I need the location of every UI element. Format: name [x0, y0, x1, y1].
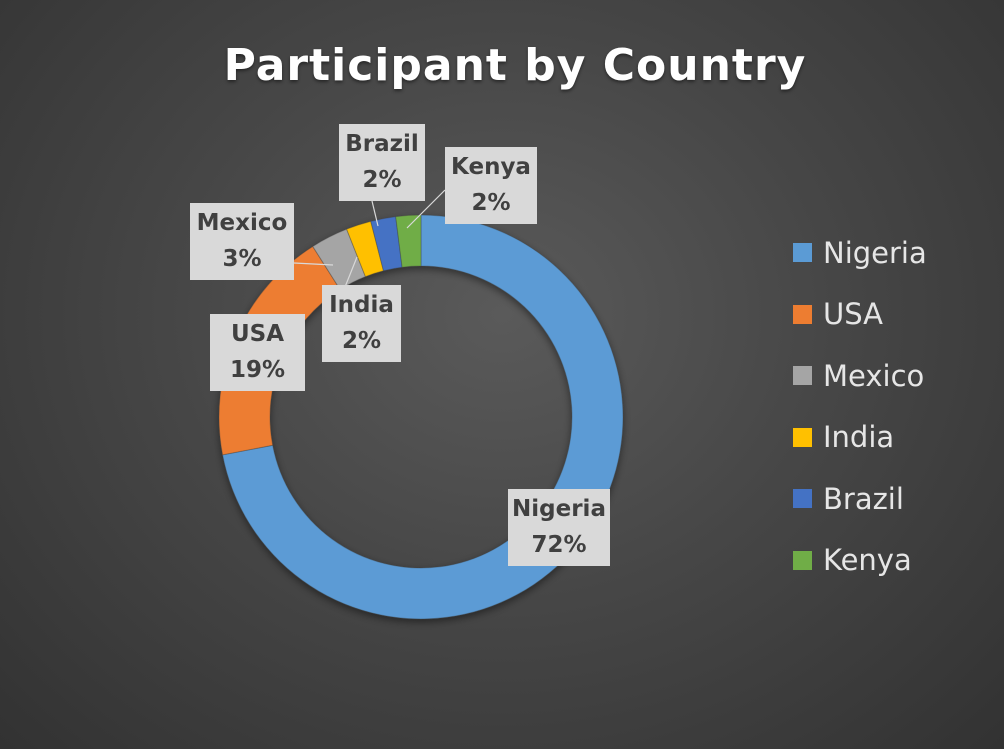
legend-swatch	[793, 243, 812, 263]
legend-item-usa[interactable]: USA	[793, 284, 927, 346]
legend-swatch	[793, 427, 812, 447]
leader-line-india	[344, 256, 358, 288]
data-label-india: India 2%	[322, 285, 401, 362]
legend-label: India	[823, 420, 895, 455]
data-label-percent: 3%	[222, 246, 262, 272]
data-label-percent: 2%	[471, 190, 511, 216]
data-label-mexico: Mexico 3%	[190, 203, 294, 280]
legend-item-nigeria[interactable]: Nigeria	[793, 222, 927, 284]
legend-label: Nigeria	[823, 235, 927, 270]
data-label-usa: USA 19%	[210, 314, 305, 391]
data-label-category: USA	[230, 321, 285, 347]
legend-label: USA	[823, 297, 884, 332]
data-label-percent: 2%	[341, 328, 382, 354]
legend-swatch	[793, 489, 812, 509]
chart-title: Participant by Country	[223, 40, 807, 91]
legend-label: Brazil	[823, 481, 904, 516]
legend-item-mexico[interactable]: Mexico	[793, 345, 927, 407]
leader-line-kenya	[406, 189, 446, 229]
data-label-nigeria: Nigeria 72%	[508, 489, 610, 566]
data-label-category: Brazil	[345, 131, 419, 157]
leader-line-brazil	[371, 200, 379, 227]
legend-swatch	[793, 366, 812, 386]
data-label-category: Nigeria	[512, 496, 606, 522]
legend-item-brazil[interactable]: Brazil	[793, 468, 927, 530]
slice-nigeria[interactable]	[221, 214, 624, 620]
legend-label: Mexico	[823, 358, 925, 393]
legend-item-india[interactable]: India	[793, 407, 927, 469]
data-label-percent: 2%	[362, 167, 402, 193]
chart-legend: Nigeria USA Mexico India Brazil Kenya	[793, 222, 927, 591]
data-label-percent: 72%	[531, 532, 587, 558]
data-label-brazil: Brazil 2%	[339, 124, 425, 201]
legend-swatch	[793, 304, 812, 324]
slice-kenya[interactable]	[395, 214, 422, 268]
data-label-category: India	[329, 292, 394, 318]
legend-label: Kenya	[823, 543, 912, 578]
data-label-category: Mexico	[196, 210, 288, 236]
data-label-kenya: Kenya 2%	[445, 147, 537, 224]
legend-swatch	[793, 550, 812, 570]
leader-line-mexico	[293, 262, 334, 266]
data-label-category: Kenya	[451, 154, 531, 180]
legend-item-kenya[interactable]: Kenya	[793, 530, 927, 592]
data-label-percent: 19%	[229, 357, 286, 383]
